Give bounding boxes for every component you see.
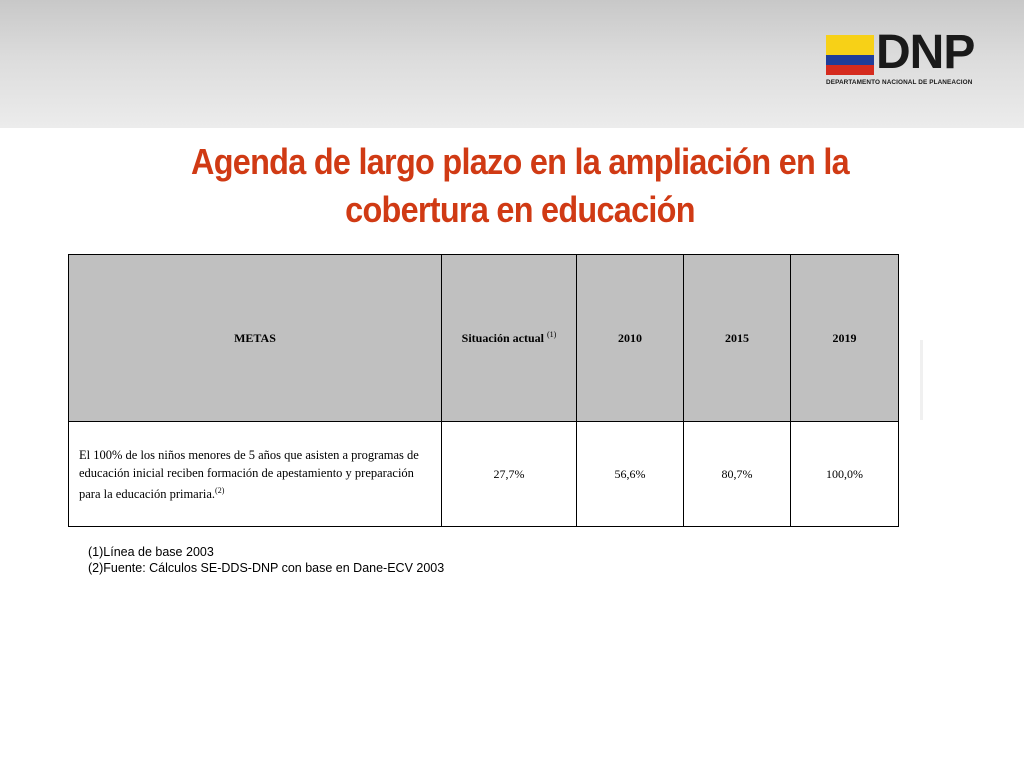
- header-2010: 2010: [576, 254, 684, 422]
- header-situacion-actual: Situación actual (1): [441, 254, 577, 422]
- header-2019: 2019: [790, 254, 899, 422]
- decorative-edge: [920, 340, 923, 420]
- footnote-ref-1: (1): [547, 330, 557, 339]
- header-metas: METAS: [68, 254, 442, 422]
- footnotes: (1)Línea de base 2003 (2)Fuente: Cálculo…: [88, 544, 444, 576]
- table-header-row: METAS Situación actual (1) 2010 2015 201…: [68, 254, 899, 422]
- header-situacion-label: Situación actual: [461, 331, 544, 345]
- logo-subtitle: DEPARTAMENTO NACIONAL DE PLANEACION: [826, 79, 973, 86]
- footnote-2: (2)Fuente: Cálculos SE-DDS-DNP con base …: [88, 561, 445, 575]
- header-2015: 2015: [683, 254, 791, 422]
- value-2015: 80,7%: [683, 421, 791, 527]
- colombia-flag-icon: [826, 35, 874, 75]
- footnote-ref-2: (2): [215, 485, 225, 495]
- value-situacion-actual: 27,7%: [441, 421, 577, 527]
- footnote-1: (1)Línea de base 2003: [88, 545, 214, 559]
- value-2019: 100,0%: [790, 421, 899, 527]
- logo-wordmark: DNP: [876, 26, 975, 79]
- metas-table: METAS Situación actual (1) 2010 2015 201…: [68, 254, 899, 527]
- goal-text: El 100% de los niños menores de 5 años q…: [79, 447, 419, 501]
- slide-title: Agenda de largo plazo en la ampliación e…: [191, 141, 850, 230]
- value-2010: 56,6%: [576, 421, 684, 527]
- table-row: El 100% de los niños menores de 5 años q…: [68, 421, 899, 527]
- goal-cell: El 100% de los niños menores de 5 años q…: [68, 421, 442, 527]
- dnp-logo: DNP DEPARTAMENTO NACIONAL DE PLANEACION: [826, 26, 998, 89]
